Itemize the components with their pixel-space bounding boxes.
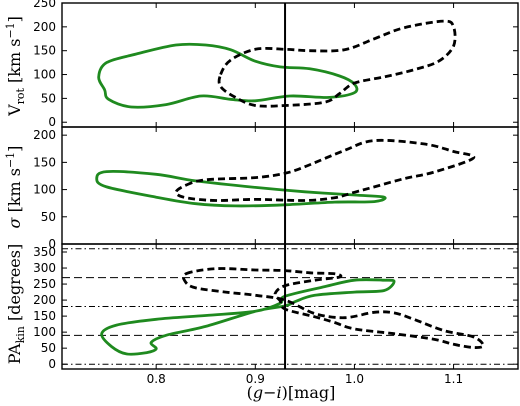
x-tick-label: 1.0 [345,372,364,386]
x-tick-label: 0.8 [147,372,166,386]
sigma-contour-green-solid [95,170,387,208]
pa-contour-black-dashed [181,267,485,349]
panel-sigma: 0 50 100 150 200 [33,126,519,251]
ylabel-vrot: Vrot [km s−1] [4,16,27,117]
xlabel: (g−i)[mag] [247,383,336,402]
y-tick-label: 200 [33,20,56,34]
panel-frame [61,243,519,370]
x-tick-label: 1.1 [444,372,463,386]
y-tick-label: 0 [48,115,56,129]
y-tick-label: 100 [33,183,56,197]
y-tick-label: 150 [33,44,56,58]
x-tick-label: 0.9 [246,372,265,386]
y-tick-label: 150 [33,309,56,323]
panel-pa: 0 50 100 150 200 250 300 350 [33,243,519,371]
y-tick-label: 250 [33,0,56,10]
vrot-contour-black-dashed [217,19,457,108]
y-tick-label: 250 [33,277,56,291]
y-tick-label: 200 [33,293,56,307]
pa-contour-green-solid [100,278,396,356]
y-tick-label: 300 [33,261,56,275]
y-tick-label: 50 [41,210,56,224]
y-tick-label: 150 [33,155,56,169]
sigma-contour-black-dashed [174,138,476,202]
ylabel-sigma: σ [km s−1] [4,146,24,229]
y-tick-label: 200 [33,128,56,142]
y-tick-label: 100 [33,68,56,82]
ylabel-pa: PAkin [degrees] [5,244,27,364]
y-tick-label: 50 [41,341,56,355]
y-tick-label: 0 [48,237,56,251]
x-axis: 0.8 0.9 1.0 1.1 [147,372,463,386]
panel-frame [61,126,519,245]
vrot-contour-green-solid [97,42,359,109]
y-tick-label: 50 [41,91,56,105]
y-tick-label: 0 [48,357,56,371]
y-tick-label: 100 [33,325,56,339]
panel-vrot: 0 50 100 150 200 250 [33,0,519,129]
y-tick-label: 350 [33,245,56,259]
